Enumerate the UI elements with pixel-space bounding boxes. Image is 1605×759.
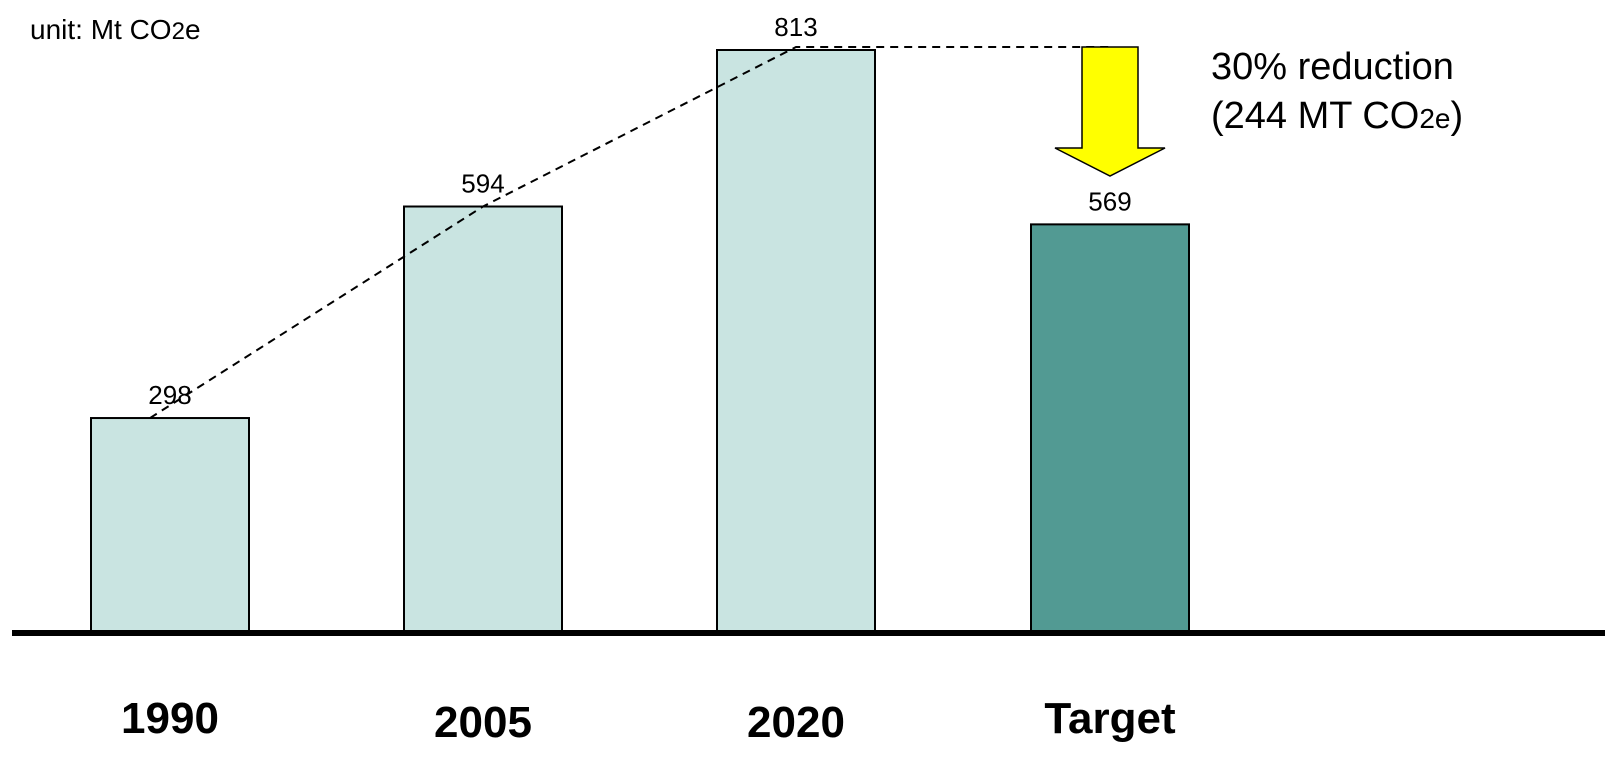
bar-1990 [90, 417, 250, 632]
data-label-1990: 298 [148, 380, 191, 410]
annotation-line2: (244 MT CO2e) [1211, 95, 1463, 137]
category-label-1990: 1990 [121, 694, 219, 743]
unit-label: unit: Mt CO2e [30, 14, 201, 45]
bar-2020 [716, 49, 876, 632]
bar-target [1030, 223, 1190, 632]
bar-2005 [403, 205, 563, 633]
labels-layer: 298 1990 594 2005 813 2020 569 Target [121, 12, 1176, 747]
reduction-arrow-icon [1054, 46, 1166, 177]
data-label-target: 569 [1088, 186, 1131, 216]
annotation-line1: 30% reduction [1211, 46, 1454, 88]
data-label-2020: 813 [774, 12, 817, 42]
category-label-2020: 2020 [747, 698, 845, 747]
bars-layer [90, 49, 1190, 633]
data-label-2005: 594 [461, 169, 504, 199]
trend-dashed-line [149, 46, 1110, 419]
trend-layer [149, 46, 1110, 419]
category-label-target: Target [1044, 694, 1176, 743]
category-label-2005: 2005 [434, 698, 532, 747]
